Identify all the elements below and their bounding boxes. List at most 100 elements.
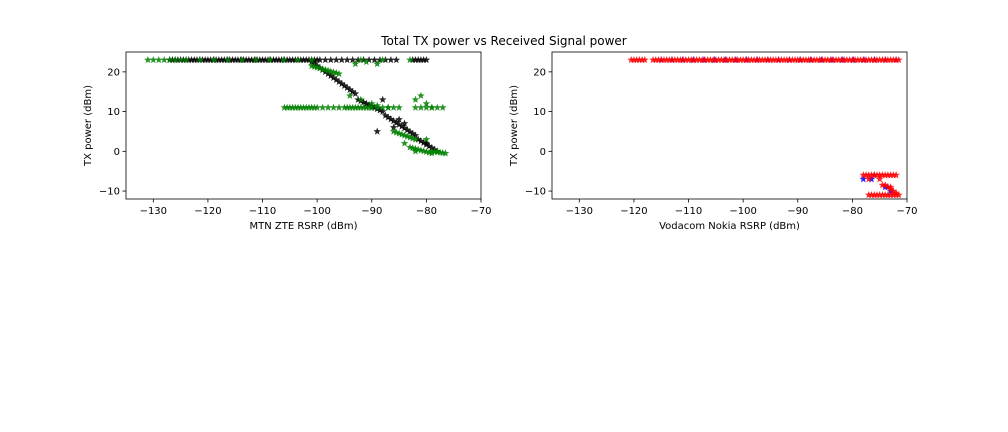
x-tick-label: −100 xyxy=(303,206,330,217)
x-tick-label: −130 xyxy=(566,206,593,217)
data-point xyxy=(327,71,335,80)
data-point xyxy=(381,111,390,119)
data-point xyxy=(357,95,365,103)
data-point xyxy=(332,75,341,84)
data-point xyxy=(438,103,447,111)
data-point xyxy=(144,55,152,64)
data-point xyxy=(335,77,343,86)
data-point xyxy=(422,55,431,64)
y-tick-label: 20 xyxy=(533,67,546,78)
data-point xyxy=(252,55,260,64)
data-point xyxy=(348,55,357,64)
data-point xyxy=(422,103,431,111)
data-point xyxy=(392,128,401,136)
series-1 xyxy=(144,55,450,157)
data-point xyxy=(889,187,898,195)
data-point xyxy=(892,171,900,179)
data-point xyxy=(327,55,335,64)
data-point xyxy=(365,103,373,111)
data-point xyxy=(154,55,163,64)
data-point xyxy=(641,55,649,64)
data-point xyxy=(335,103,343,111)
data-point xyxy=(346,85,354,93)
data-point xyxy=(294,103,302,111)
data-point xyxy=(370,55,379,64)
data-point xyxy=(258,55,267,64)
data-point xyxy=(411,95,420,103)
data-point xyxy=(826,55,835,64)
data-point xyxy=(864,175,873,183)
data-point xyxy=(395,129,403,137)
x-axis-label: MTN ZTE RSRP (dBm) xyxy=(249,221,357,232)
data-point xyxy=(389,127,398,135)
plot-area xyxy=(144,55,450,157)
data-point xyxy=(318,103,327,111)
data-point xyxy=(414,135,422,143)
data-point xyxy=(359,98,368,106)
data-point xyxy=(149,55,158,64)
data-point xyxy=(392,55,401,64)
data-point xyxy=(411,131,420,139)
data-point xyxy=(755,55,764,64)
data-point xyxy=(343,55,351,64)
data-point xyxy=(373,59,382,68)
y-tick-label: 10 xyxy=(533,107,546,118)
y-tick-label: −10 xyxy=(99,187,120,198)
data-point xyxy=(400,119,409,127)
data-point xyxy=(365,55,373,64)
data-point xyxy=(395,103,403,111)
data-point xyxy=(875,175,884,183)
x-tick-label: −120 xyxy=(194,206,221,217)
data-point xyxy=(400,124,409,132)
data-point xyxy=(307,55,316,64)
data-point xyxy=(408,134,417,142)
x-tick-label: −70 xyxy=(470,206,491,217)
data-point xyxy=(867,175,876,183)
y-tick-label: 20 xyxy=(107,67,120,78)
y-tick-label: 10 xyxy=(107,107,120,118)
plot-area xyxy=(627,55,903,199)
data-point xyxy=(892,189,900,197)
chart-right: −130 −120 −110 −100 −90 −80 −70−1001020Vodacom… xyxy=(509,51,918,232)
data-point xyxy=(684,55,693,64)
data-point xyxy=(346,91,354,99)
data-point xyxy=(417,103,425,111)
data-point xyxy=(422,99,431,107)
data-point xyxy=(351,89,360,97)
data-point xyxy=(403,132,412,140)
data-point xyxy=(406,55,414,64)
data-point xyxy=(362,99,371,107)
data-point xyxy=(400,139,409,147)
data-point xyxy=(398,130,406,138)
data-point xyxy=(335,69,343,78)
data-point xyxy=(387,115,395,123)
data-point xyxy=(340,81,349,90)
data-point xyxy=(433,147,442,155)
data-point xyxy=(886,183,895,191)
data-point xyxy=(422,135,431,143)
data-point xyxy=(351,59,360,68)
axes-frame xyxy=(551,51,908,200)
data-point xyxy=(441,149,450,157)
data-point xyxy=(378,55,387,64)
x-tick-label: −90 xyxy=(787,206,808,217)
data-point xyxy=(411,103,420,111)
x-tick-label: −120 xyxy=(620,206,647,217)
data-point xyxy=(373,127,382,135)
x-tick-label: −90 xyxy=(361,206,382,217)
data-point xyxy=(859,175,868,183)
data-point xyxy=(433,103,442,111)
data-point xyxy=(357,55,365,64)
data-point xyxy=(337,79,346,88)
data-point xyxy=(406,133,414,141)
data-point xyxy=(403,126,412,134)
data-point xyxy=(389,123,398,131)
x-tick-label: −70 xyxy=(896,206,917,217)
data-point xyxy=(367,103,376,111)
x-tick-label: −110 xyxy=(675,206,702,217)
x-tick-label: −100 xyxy=(729,206,756,217)
x-tick-label: −80 xyxy=(842,206,863,217)
data-point xyxy=(160,55,169,64)
data-point xyxy=(324,103,332,111)
